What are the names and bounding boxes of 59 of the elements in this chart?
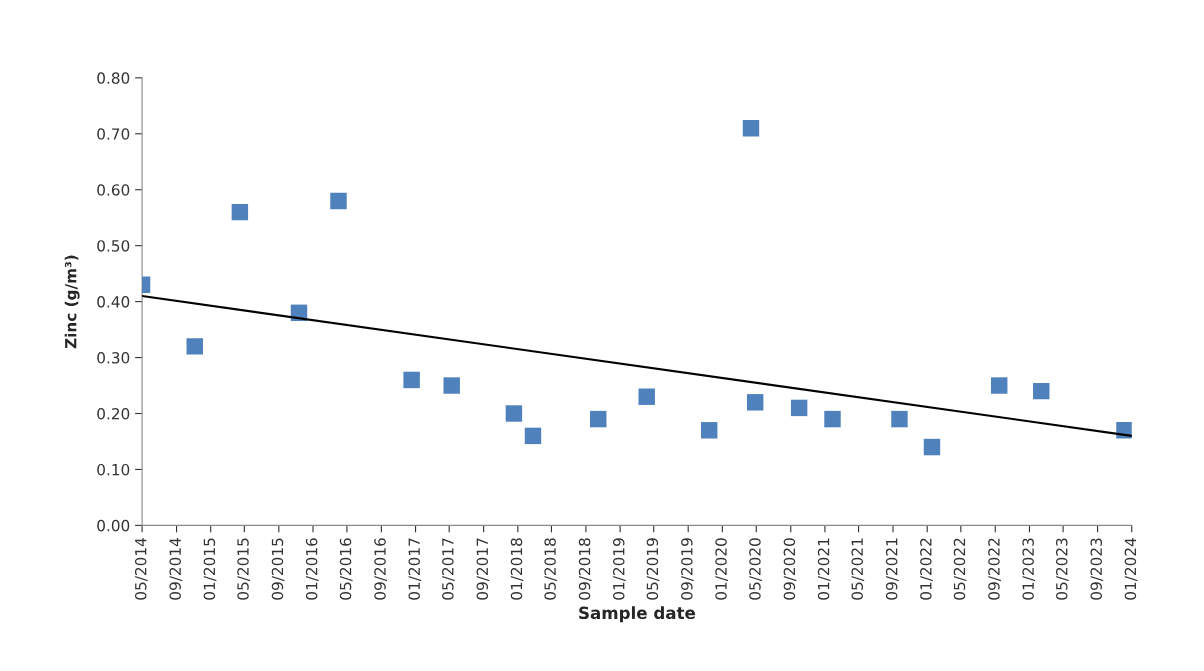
y-tick-label: 0.40 (97, 296, 130, 308)
y-tick-label: 0.60 (97, 184, 130, 196)
x-tick-label: 09/2014 (169, 538, 183, 600)
y-tick-label: 0.70 (97, 128, 130, 140)
x-tick-label: 05/2015 (237, 538, 250, 600)
point (524, 427, 542, 445)
x-tick-label: 09/2015 (271, 538, 285, 600)
x-tick-label: 01/2017 (408, 538, 422, 600)
x-tick-label: 01/2019 (612, 538, 626, 600)
y-tick-label: 0.50 (97, 240, 130, 252)
point (1033, 382, 1050, 400)
x-tick-label: 01/2020 (715, 538, 729, 600)
point (991, 377, 1008, 394)
y-tick-label: 0.10 (97, 463, 130, 476)
x-tick-label: 09/2016 (374, 538, 387, 600)
x-tick-label: 01/2018 (510, 538, 524, 600)
x-tick-label: 01/2023 (1022, 538, 1036, 600)
point (231, 203, 249, 221)
y-tick-label: 0.20 (97, 407, 130, 420)
y-tick-label: 0.00 (97, 519, 130, 532)
x-tick-label: 05/2017 (442, 538, 455, 600)
x-tick-label: 05/2022 (953, 538, 967, 600)
x-tick-label: 05/2018 (544, 538, 558, 600)
point (403, 371, 420, 389)
x-axis-title: Sample date (579, 606, 696, 623)
point (443, 377, 460, 394)
x-tick-label: 01/2024 (1124, 538, 1138, 600)
x-tick-label: 09/2018 (578, 538, 592, 600)
x-tick-label: 01/2016 (305, 538, 319, 600)
x-tick-label: 05/2023 (1055, 538, 1069, 600)
x-tick-label: 09/2017 (476, 538, 490, 600)
x-tick-label: 05/2014 (134, 538, 148, 600)
x-tick-label: 09/2022 (988, 538, 1001, 600)
point (923, 438, 941, 456)
point (746, 394, 764, 411)
point (330, 192, 347, 210)
point (824, 410, 841, 428)
point (891, 410, 908, 428)
x-tick-label: 09/2023 (1090, 538, 1104, 600)
point (790, 399, 808, 417)
point (742, 119, 760, 137)
point (590, 410, 607, 428)
y-tick-label: 0.30 (97, 352, 130, 364)
point (700, 422, 718, 439)
x-tick-label: 09/2021 (885, 538, 899, 600)
x-tick-label: 05/2021 (851, 538, 865, 600)
x-tick-label: 05/2020 (749, 538, 762, 600)
point (505, 405, 523, 422)
x-tick-label: 09/2019 (681, 538, 694, 600)
point (638, 388, 655, 405)
x-tick-label: 05/2019 (646, 538, 660, 600)
y-axis-title: Zinc (g/m³) (64, 255, 80, 349)
x-tick-label: 01/2022 (920, 538, 933, 600)
y-tick-label: 0.80 (97, 72, 130, 84)
x-tick-label: 01/2021 (817, 538, 831, 600)
x-tick-label: 05/2016 (339, 538, 353, 600)
x-tick-label: 01/2015 (203, 538, 217, 600)
point (186, 338, 203, 355)
x-tick-label: 09/2020 (783, 538, 797, 600)
